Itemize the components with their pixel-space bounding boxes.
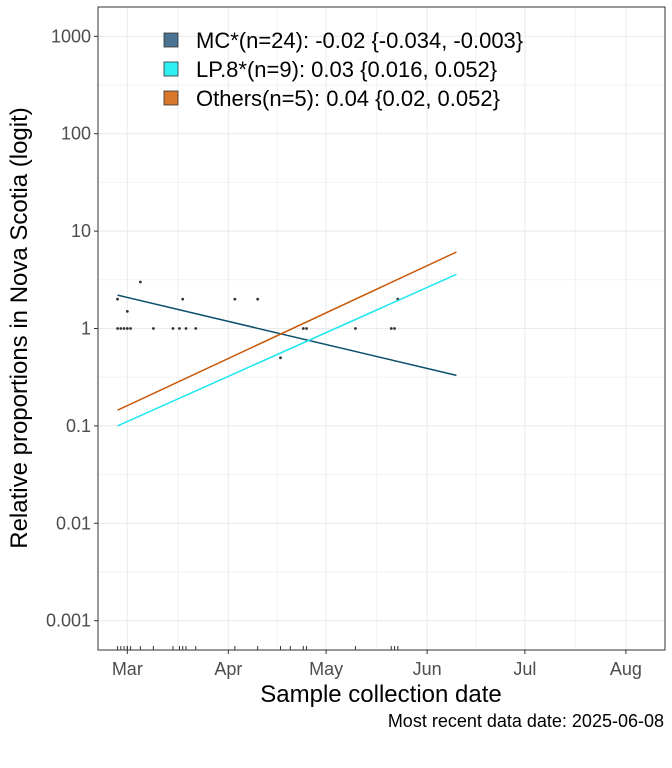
y-tick-label: 0.001: [46, 611, 91, 631]
y-tick-label: 10: [71, 221, 91, 241]
y-tick-label: 1000: [51, 26, 91, 46]
data-point: [389, 327, 393, 330]
data-point: [194, 327, 198, 330]
legend-label-0: MC*(n=24): -0.02 {-0.034, -0.003}: [196, 28, 523, 53]
data-point: [129, 327, 132, 330]
data-point: [116, 297, 119, 301]
data-point: [122, 327, 126, 330]
trend-line-2: [117, 251, 457, 411]
caption: Most recent data date: 2025-06-08: [388, 711, 664, 731]
legend: MC*(n=24): -0.02 {-0.034, -0.003} LP.8*(n…: [163, 28, 523, 111]
x-tick-label: Apr: [214, 659, 242, 679]
legend-key-1: [163, 61, 179, 77]
x-axis-title: Sample collection date: [260, 681, 501, 708]
data-point: [256, 297, 260, 301]
x-axis-ticks: Mar Apr May Jun Jul Aug: [112, 650, 642, 679]
data-point: [171, 327, 175, 330]
y-axis-title: Relative proportions in Nova Scotia (log…: [6, 107, 33, 549]
data-point: [279, 356, 282, 360]
data-point: [181, 297, 185, 301]
data-point: [184, 327, 188, 330]
data-point: [305, 327, 308, 330]
y-tick-label: 1: [81, 319, 91, 339]
trend-line-1: [117, 273, 457, 427]
x-tick-label: May: [309, 659, 343, 679]
x-tick-label: Aug: [610, 659, 642, 679]
data-point: [125, 327, 129, 330]
data-point: [354, 327, 357, 330]
date-rug: [117, 646, 399, 650]
data-point: [301, 327, 305, 330]
y-tick-label: 0.01: [56, 513, 91, 533]
y-tick-label: 100: [61, 124, 91, 144]
data-point: [393, 327, 396, 330]
data-point: [233, 297, 237, 301]
x-tick-label: Mar: [112, 659, 143, 679]
data-point: [125, 309, 129, 313]
legend-label-2: Others(n=5): 0.04 {0.02, 0.052}: [196, 86, 500, 111]
data-point: [178, 327, 181, 330]
legend-label-1: LP.8*(n=9): 0.03 {0.016, 0.052}: [196, 57, 497, 82]
trend-lines: [117, 251, 457, 427]
trend-line-0: [117, 294, 457, 377]
data-point: [151, 327, 155, 330]
legend-key-2: [163, 90, 179, 106]
y-axis-ticks: 0.001 0.01 0.1 1 10 100 1000: [46, 26, 98, 631]
legend-key-0: [163, 32, 179, 48]
y-tick-label: 0.1: [66, 416, 91, 436]
x-tick-label: Jun: [413, 659, 442, 679]
data-points: [116, 280, 400, 360]
data-point: [138, 280, 142, 284]
data-point: [116, 327, 119, 330]
x-tick-label: Jul: [513, 659, 536, 679]
data-point: [119, 327, 123, 330]
